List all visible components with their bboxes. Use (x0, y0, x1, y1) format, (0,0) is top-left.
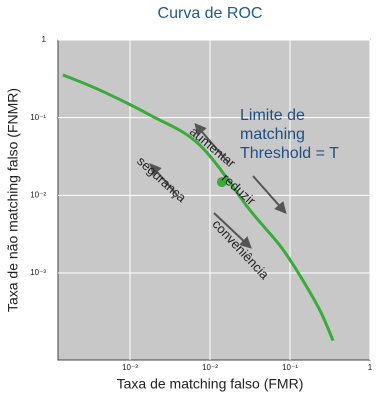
y-tick-label: 1 (42, 35, 47, 44)
arrow (149, 162, 179, 197)
threshold-label: Threshold = T (240, 145, 339, 162)
chart-title: Curva de ROC (158, 5, 263, 22)
y-tick-label: 10⁻² (30, 190, 46, 199)
arrow (194, 122, 229, 163)
x-tick-label: 1 (368, 363, 373, 372)
threshold-label: matching (240, 126, 305, 143)
x-tick-label: 10⁻² (202, 363, 218, 372)
threshold-point (216, 177, 227, 188)
x-axis-label: Taxa de matching falso (FMR) (117, 376, 304, 392)
arrow (252, 175, 287, 214)
x-tick-label: 10⁻³ (122, 363, 138, 372)
roc-curve (62, 73, 335, 342)
y-tick-label: 10⁻³ (30, 268, 46, 277)
arrow (213, 212, 252, 249)
x-tick-label: 10⁻¹ (282, 363, 298, 372)
y-axis-label: Taxa de não matching falso (FNMR) (5, 88, 21, 312)
y-tick-label: 10⁻¹ (30, 113, 46, 122)
threshold-label: Limite de (240, 107, 305, 124)
plot-area (57, 39, 371, 361)
